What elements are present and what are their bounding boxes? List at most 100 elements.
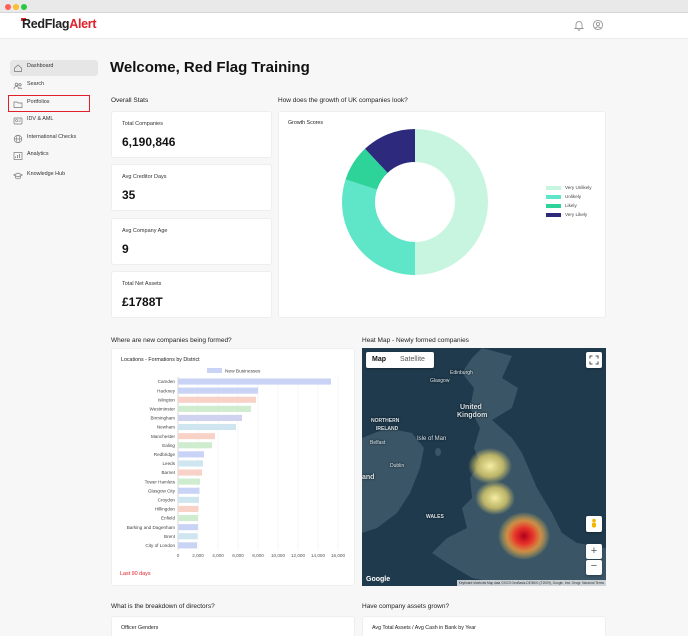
home-icon [14,64,22,72]
map-attribution[interactable]: Keyboard shortcuts Map data ©2023 GeoBas… [456,580,606,586]
fullscreen-icon [589,355,599,365]
formations-bar-chart: New Businesses 0 2,000 4,000 6,000 8,000 10,00… [127,368,345,558]
growth-scores-card: Growth Scores Very Unlikely Unlikely Likel… [278,111,606,318]
sidebar-item-analytics[interactable]: Analytics [10,148,98,164]
bar-birmingham[interactable] [178,414,242,421]
growth-donut-chart [342,129,488,275]
pie-slice-likely[interactable] [345,148,388,190]
stat-card-avg-company-age: Avg Company Age 9 [111,218,272,265]
globe-icon [13,134,23,144]
stat-value: 6,190,846 [122,135,176,149]
directors-question: What is the breakdown of directors? [111,603,215,610]
sidebar-item-label: Search [27,81,45,87]
bar-x-tick-label: 14,000 [311,553,325,558]
stat-label: Avg Creditor Days [122,174,167,180]
bar-newham[interactable] [178,424,236,431]
sidebar-item-label: Analytics [27,151,49,157]
pie-slice-very-likely[interactable] [365,129,415,173]
formations-title: Locations - Formations by District [121,357,200,363]
bar-category-label: Glasgow City [148,488,176,493]
legend-swatch[interactable] [546,195,561,199]
bar-category-label: Ealing [162,443,175,448]
stat-label: Total Companies [122,121,163,127]
assets-title: Avg Total Assets / Avg Cash in Bank by Y… [372,625,476,631]
bar-brent[interactable] [178,533,198,540]
officer-genders-title: Officer Genders [121,625,159,631]
legend-swatch[interactable] [546,213,561,217]
chart-icon [13,152,23,160]
bar-category-label: Newham [157,425,175,430]
map-label-ireland: IRELAND [376,426,399,432]
bar-hillingdon[interactable] [178,505,199,512]
bar-barnet[interactable] [178,469,202,476]
sidebar-item-international-checks[interactable]: International Checks [10,131,98,147]
logo-flag-icon [21,18,26,21]
google-logo: Google [366,576,391,583]
bar-camden[interactable] [178,378,331,385]
map-label-isle-of-man: Isle of Man [417,436,447,442]
bar-city-of-london[interactable] [178,542,197,549]
bar-legend-swatch[interactable] [207,368,222,373]
bar-category-label: Barnet [161,470,175,475]
people-icon [13,82,23,90]
bar-manchester[interactable] [178,433,215,440]
bar-category-label: Barking and Dagenham [127,525,175,530]
tab-satellite[interactable]: Satellite [400,356,425,363]
pegman-icon [592,518,596,528]
stat-label: Total Net Assets [122,281,162,287]
legend-label: Very Unlikely [565,185,592,190]
user-icon[interactable] [592,19,604,31]
legend-label: Very Likely [565,212,588,217]
street-view-pegman-button[interactable] [586,516,602,532]
pie-slice-unlikely[interactable] [342,179,415,275]
fullscreen-button[interactable] [586,352,602,368]
sidebar-item-knowledge-hub[interactable]: Knowledge Hub [10,168,98,184]
zoom-out-button[interactable]: − [586,560,602,575]
overall-stats-title: Overall Stats [111,97,149,104]
maximize-window-button[interactable] [21,4,27,10]
growth-scores-title: Growth Scores [288,120,324,126]
bar-redbridge[interactable] [178,451,204,458]
sidebar-item-idv-aml[interactable]: IDV & AML [10,113,98,129]
minimize-window-button[interactable] [13,4,19,10]
legend-swatch[interactable] [546,204,561,208]
bar-category-label: Hackney [157,388,176,393]
bar-x-tick-label: 2,000 [192,553,204,558]
sidebar-item-search[interactable]: Search [10,78,98,94]
zoom-in-button[interactable]: + [586,544,602,559]
growth-question: How does the growth of UK companies look… [278,97,408,104]
bar-x-tick-label: 12,000 [291,553,305,558]
legend-label: Unlikely [565,194,582,199]
bar-x-tick-label: 6,000 [232,553,244,558]
bar-x-tick-label: 16,000 [331,553,345,558]
bar-category-label: Leeds [162,461,175,466]
sidebar-item-dashboard[interactable]: Dashboard [10,60,98,76]
bar-glasgow-city[interactable] [178,487,200,494]
bar-enfield[interactable] [178,515,198,522]
pie-slice-very-unlikely[interactable] [415,129,488,275]
map-label-ireland-fragment: and [362,474,375,481]
sidebar-item-label: Knowledge Hub [27,171,66,177]
bar-hackney[interactable] [178,387,258,394]
close-window-button[interactable] [5,4,11,10]
sidebar-item-label: Dashboard [27,63,54,69]
bar-westminster[interactable] [178,405,251,412]
bar-barking-and-dagenham[interactable] [178,524,198,531]
bar-leeds[interactable] [178,460,203,467]
bar-category-label: Redbridge [154,452,176,457]
tab-map[interactable]: Map [372,356,386,363]
bell-icon[interactable] [573,19,585,31]
portfolios-highlight-outline [8,95,90,112]
map-label-belfast: Belfast [370,440,386,446]
brand-logo[interactable]: RedFlagAlert [22,17,97,31]
bar-croydon[interactable] [178,496,199,503]
bar-category-label: Islington [158,397,176,402]
bar-ealing[interactable] [178,442,212,449]
sidebar-item-portfolios[interactable]: Portfolios [10,96,98,112]
legend-swatch[interactable] [546,186,561,190]
bar-tower-hamlets[interactable] [178,478,200,485]
officer-genders-card: Officer Genders [111,616,355,636]
heatmap-map[interactable]: Map Satellite + − Edinburgh Glasgow Unit… [362,348,606,586]
stat-label: Avg Company Age [122,228,168,234]
bar-islington[interactable] [178,396,256,403]
